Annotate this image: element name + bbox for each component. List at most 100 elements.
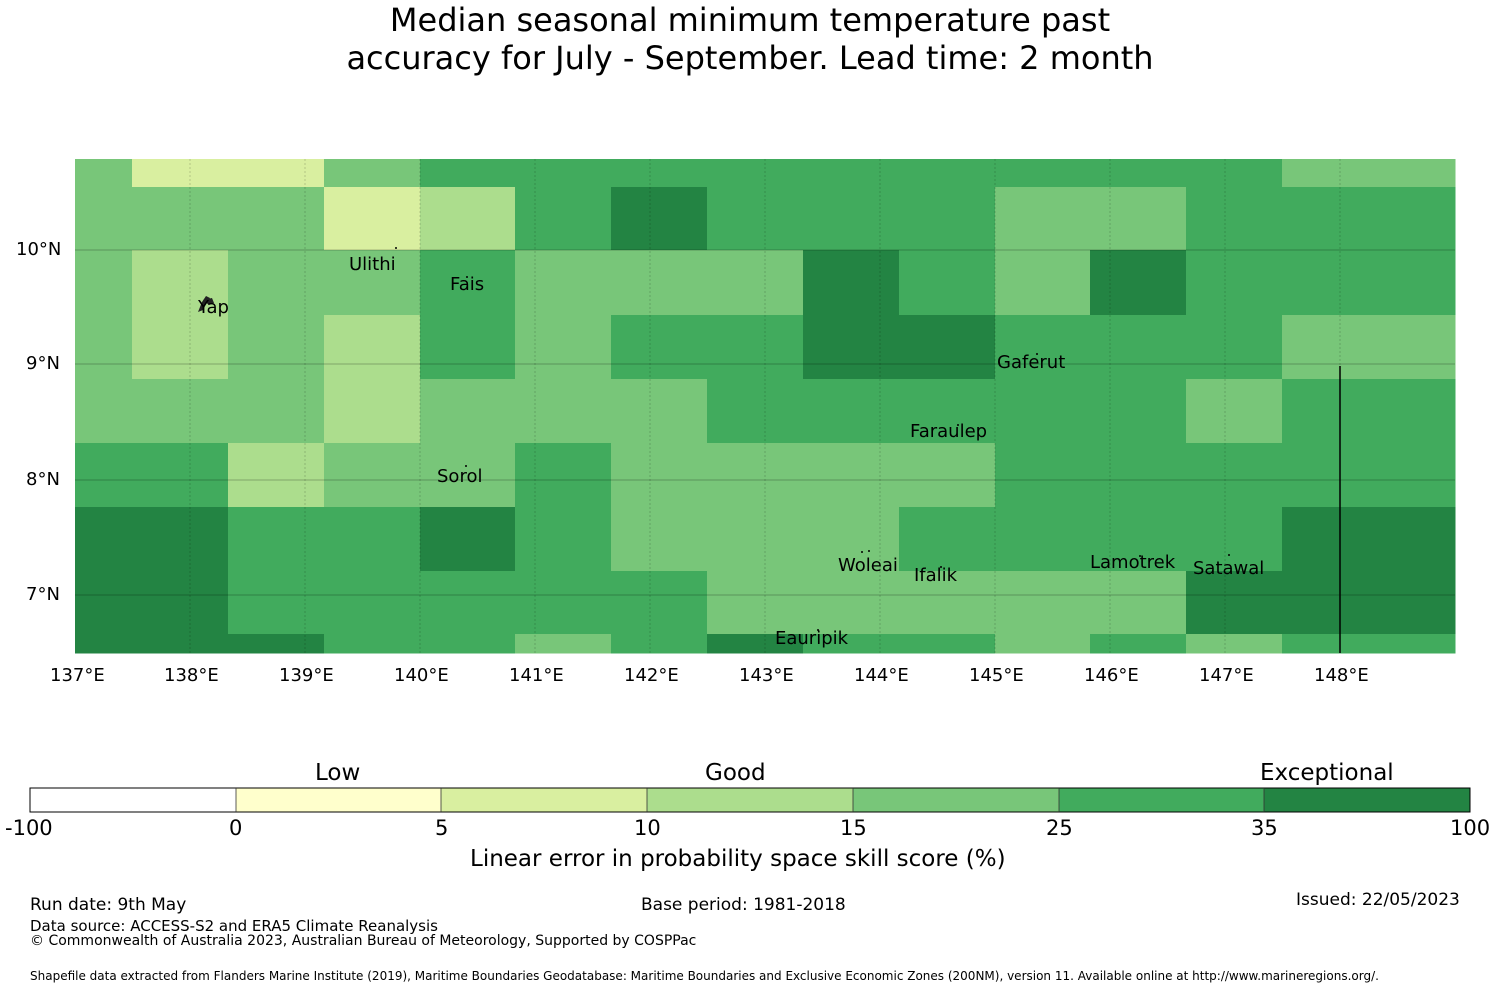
grid-cell	[75, 250, 133, 316]
grid-cell	[995, 443, 1091, 508]
grid-cell	[611, 315, 708, 380]
grid-cell	[228, 634, 325, 654]
island-label-satawal: Satawal	[1193, 558, 1265, 579]
grid-cell	[420, 250, 516, 316]
grid-cell	[803, 159, 900, 188]
colorbar-swatch	[853, 788, 1059, 812]
lon-tick-label: 144°E	[854, 665, 909, 686]
grid-cell	[1186, 443, 1283, 508]
grid-cell	[803, 507, 900, 572]
grid-cell	[1090, 159, 1187, 188]
grid-cell	[707, 250, 804, 316]
grid-cell	[611, 443, 708, 508]
grid-cell	[611, 187, 708, 251]
lon-tick-label: 143°E	[739, 665, 794, 686]
grid-cell	[75, 379, 133, 444]
grid-cell	[420, 507, 516, 572]
grid-cell	[420, 571, 516, 635]
grid-cell	[1186, 315, 1283, 380]
lat-tick-label: 7°N	[26, 584, 60, 605]
colorbar-tick-label: 10	[634, 816, 661, 840]
grid-cell	[1186, 159, 1283, 188]
grid-cell	[75, 634, 133, 654]
grid-cell	[228, 571, 325, 635]
island-label-eauripik: Eauripik	[775, 628, 849, 649]
grid-cell	[803, 315, 900, 380]
colorbar	[29, 787, 1471, 813]
island-label-sorol: Sorol	[437, 466, 483, 487]
grid-cell	[1282, 379, 1456, 444]
grid-cell	[324, 507, 421, 572]
grid-cell	[132, 315, 229, 380]
colorbar-swatch	[1264, 788, 1470, 812]
grid-cell	[515, 159, 612, 188]
grid-cell	[132, 159, 229, 188]
lat-tick-label: 8°N	[26, 469, 60, 490]
data-source: Data source: ACCESS-S2 and ERA5 Climate …	[30, 917, 438, 935]
grid-cell	[324, 443, 421, 508]
grid-cell	[1090, 379, 1187, 444]
colorbar-tick-label: 25	[1046, 816, 1073, 840]
island-label-fais: Fais	[450, 274, 485, 295]
grid-cell	[132, 443, 229, 508]
lon-tick-label: 137°E	[50, 665, 105, 686]
colorbar-tick-label: 5	[435, 816, 449, 840]
lon-tick-label: 138°E	[164, 665, 219, 686]
grid-cell	[707, 315, 804, 380]
grid-cell	[995, 187, 1091, 251]
grid-cell	[611, 571, 708, 635]
grid-cell	[1186, 634, 1283, 654]
grid-cell	[995, 315, 1091, 380]
faraulep-island-shape	[957, 424, 959, 426]
grid-cell	[995, 159, 1091, 188]
grid-cell	[420, 634, 516, 654]
grid-cell	[228, 507, 325, 572]
grid-cell	[899, 379, 996, 444]
grid-cell	[1090, 315, 1187, 380]
grid-cell	[132, 571, 229, 635]
grid-cell	[1282, 315, 1456, 380]
grid-cell	[75, 443, 133, 508]
grid-cell	[803, 443, 900, 508]
island-label-ulithi: Ulithi	[349, 254, 396, 275]
colorbar-swatch	[30, 788, 236, 812]
eauripik-island-shape	[817, 629, 819, 631]
grid-cell	[1090, 571, 1187, 635]
lon-tick-label: 140°E	[394, 665, 449, 686]
grid-cell	[803, 634, 900, 654]
island-shapes	[198, 247, 1230, 631]
yap-island-detail	[203, 298, 214, 305]
grid-cell	[899, 443, 996, 508]
grid-cell	[515, 571, 612, 635]
grid-cell	[228, 159, 325, 188]
grid-cell	[132, 250, 229, 316]
grid-cell	[707, 507, 804, 572]
colorbar-tick-label: -100	[5, 816, 53, 840]
grid-cell	[515, 443, 612, 508]
grid-cell	[228, 379, 325, 444]
colorbar-tick-label: 0	[229, 816, 243, 840]
grid-cell	[707, 443, 804, 508]
island-label-ifalik: Ifalik	[914, 565, 958, 586]
grid-cell	[611, 159, 708, 188]
gaferut-island-shape	[1036, 353, 1038, 355]
map-title-line-2: accuracy for July - September. Lead time…	[346, 39, 1154, 77]
colorbar-swatch	[1059, 788, 1264, 812]
grid-cell	[324, 250, 421, 316]
grid-cell	[515, 507, 612, 572]
grid-cell	[707, 187, 804, 251]
grid-cell	[420, 315, 516, 380]
grid-cell	[803, 571, 900, 635]
grid-cell	[515, 379, 612, 444]
grid-cell	[228, 187, 325, 251]
grid-cell	[611, 507, 708, 572]
lon-tick-label: 147°E	[1199, 665, 1254, 686]
grid-cell	[1282, 187, 1456, 251]
grid-cell	[132, 379, 229, 444]
lamotrek-island-shape	[1139, 555, 1141, 557]
island-label-faraulep: Faraulep	[910, 421, 988, 442]
grid-cell	[1090, 187, 1187, 251]
woleai-island-shape-2	[868, 550, 870, 552]
grid-cell	[75, 315, 133, 380]
grid-cell	[995, 571, 1091, 635]
